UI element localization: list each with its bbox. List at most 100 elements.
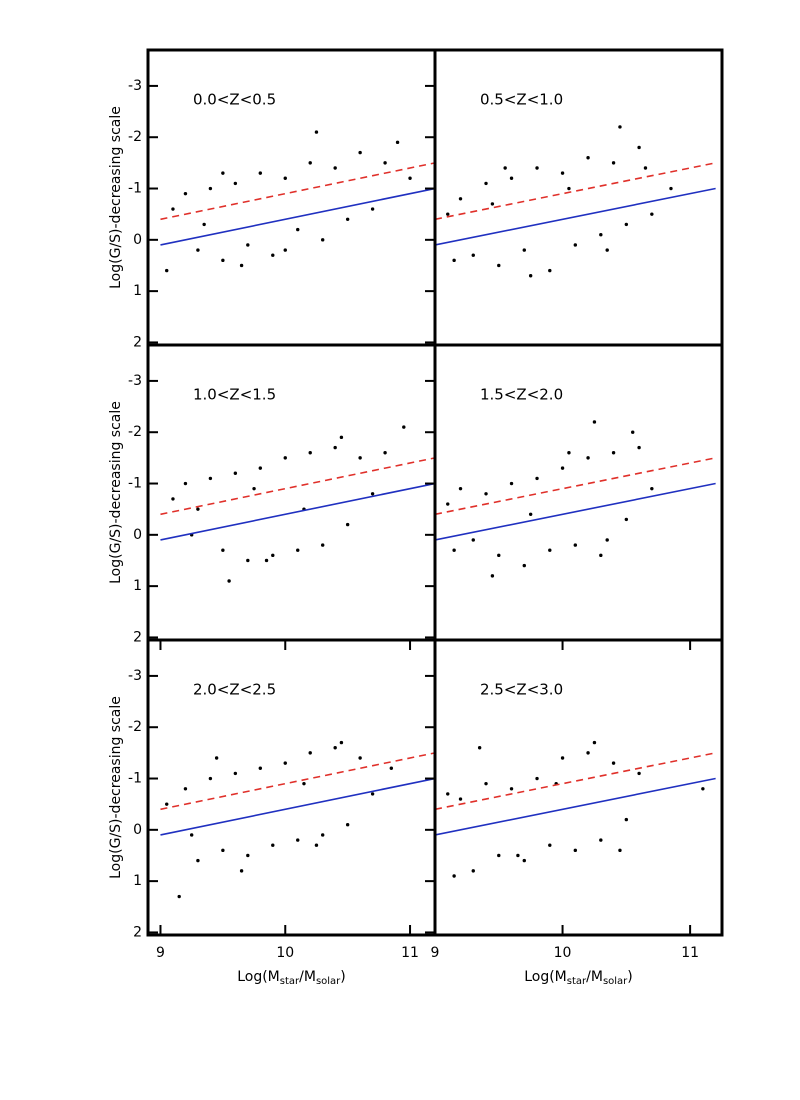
data-point xyxy=(535,476,539,481)
data-point xyxy=(370,492,375,496)
data-point xyxy=(592,740,597,745)
data-point xyxy=(358,456,362,460)
data-point xyxy=(471,253,475,257)
y-tick-label: -2 xyxy=(128,424,142,440)
data-point xyxy=(296,548,300,552)
data-point xyxy=(624,817,629,822)
data-point xyxy=(599,553,603,558)
data-point xyxy=(509,787,514,791)
data-point xyxy=(183,787,188,791)
fit-line xyxy=(435,777,716,836)
data-point xyxy=(196,248,200,252)
data-point xyxy=(522,858,526,863)
x-axis-label-part: star xyxy=(280,976,300,987)
data-point xyxy=(320,833,325,837)
x-axis-label-part: solar xyxy=(603,976,628,987)
plot-area xyxy=(160,740,435,899)
data-point xyxy=(548,843,552,847)
axes-frame xyxy=(433,638,724,937)
data-point xyxy=(208,186,213,191)
data-point xyxy=(165,268,169,273)
data-point xyxy=(246,558,250,563)
data-point xyxy=(308,451,312,455)
data-point xyxy=(283,248,287,252)
panel: 2.5<Z<3.0 9 10 11 Log(Mstar/Msolar) xyxy=(431,638,724,987)
plot-area xyxy=(160,425,435,583)
y-tick-label: 0 xyxy=(133,527,142,543)
y-axis-label: Log(G/S)-decreasing scale xyxy=(108,696,124,879)
data-point xyxy=(345,522,350,527)
data-point xyxy=(458,486,463,491)
x-axis-label-part: solar xyxy=(316,976,341,987)
data-point xyxy=(605,538,609,542)
data-point xyxy=(701,787,705,791)
data-point xyxy=(227,579,231,583)
data-point xyxy=(402,425,406,429)
y-tick-label: -3 xyxy=(128,78,142,94)
axes-frame xyxy=(433,48,724,347)
data-point xyxy=(308,751,312,755)
data-point xyxy=(509,176,514,180)
data-point xyxy=(643,166,648,170)
data-point xyxy=(586,456,590,460)
data-point xyxy=(389,766,394,770)
data-point xyxy=(573,543,578,547)
data-point xyxy=(208,476,213,481)
data-point xyxy=(650,486,654,491)
data-point xyxy=(296,838,300,842)
x-axis-label-part: ) xyxy=(340,969,345,985)
data-point xyxy=(333,445,337,450)
panel: 0.5<Z<1.0 xyxy=(433,48,724,347)
y-tick-label: -1 xyxy=(128,771,142,787)
data-point xyxy=(258,466,263,470)
data-point xyxy=(183,481,188,486)
data-point xyxy=(599,232,603,237)
data-point xyxy=(669,186,673,191)
data-point xyxy=(271,553,275,558)
data-point xyxy=(484,492,488,496)
x-axis-label: Log(Mstar/Msolar) xyxy=(524,969,633,987)
data-point xyxy=(573,848,578,853)
x-axis-label-part: ) xyxy=(627,969,632,985)
data-point xyxy=(202,222,206,227)
data-point xyxy=(637,145,641,150)
x-tick-label: 10 xyxy=(554,945,572,961)
x-tick-label: 9 xyxy=(431,945,440,961)
y-tick-label: 2 xyxy=(133,629,142,645)
panel-title: 0.5<Z<1.0 xyxy=(480,91,563,109)
data-point xyxy=(233,471,238,475)
y-tick-label: -2 xyxy=(128,129,142,145)
data-point xyxy=(370,792,375,796)
y-tick-label: 2 xyxy=(133,924,142,940)
data-point xyxy=(233,181,238,186)
data-point xyxy=(189,833,194,837)
fit-line xyxy=(435,187,716,246)
x-axis-label-part: star xyxy=(567,976,587,987)
y-tick-label: -2 xyxy=(128,719,142,735)
panel: 0.0<Z<0.5 -3 -2 -1 0 1 2 Log(G/S)-decreasing sc… xyxy=(108,48,437,350)
x-tick-label: 10 xyxy=(276,945,294,961)
y-tick-label: -1 xyxy=(128,181,142,197)
data-point xyxy=(446,792,450,796)
x-tick-label: 9 xyxy=(156,945,165,961)
data-point xyxy=(258,766,263,770)
data-point xyxy=(535,776,539,781)
data-point xyxy=(283,176,287,180)
data-point xyxy=(637,445,641,450)
data-point xyxy=(611,451,616,455)
plot-area xyxy=(435,740,716,878)
data-point xyxy=(296,227,300,232)
data-point xyxy=(471,538,475,542)
fit-line xyxy=(435,482,716,541)
data-point xyxy=(452,258,456,263)
data-point xyxy=(599,838,603,842)
data-point xyxy=(196,507,200,511)
x-axis-label: Log(Mstar/Msolar) xyxy=(237,969,346,987)
x-axis-label-part: /M xyxy=(586,969,603,985)
data-point xyxy=(333,746,337,750)
y-tick-label: -3 xyxy=(128,373,142,389)
panel: 1.5<Z<2.0 xyxy=(433,343,724,642)
data-point xyxy=(314,130,319,134)
fit-line xyxy=(160,752,435,811)
